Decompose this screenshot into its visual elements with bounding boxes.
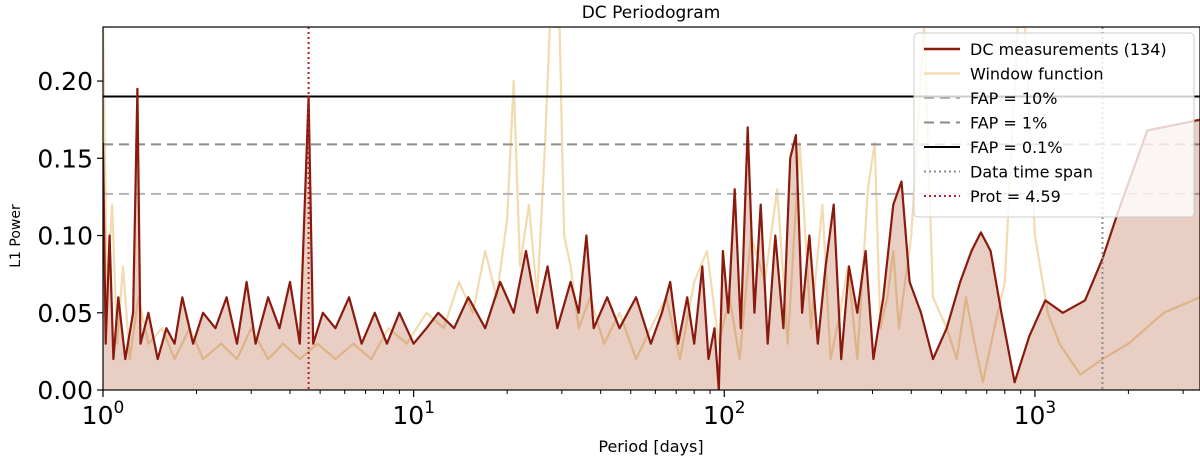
y-tick-label-1: 0.05 (37, 299, 93, 328)
legend-label-6: Prot = 4.59 (970, 187, 1061, 206)
dc-measurements-line (103, 87, 1200, 390)
legend-label-3: FAP = 1% (970, 114, 1047, 133)
legend-box (913, 32, 1195, 218)
y-tick-label-2: 0.10 (37, 222, 93, 251)
dc-measurements-fill (103, 88, 1200, 390)
y-tick-label-0: 0.00 (37, 376, 93, 405)
y-tick-label-4: 0.20 (37, 67, 93, 96)
x-axis-label: Period [days] (598, 437, 703, 456)
chart-title: DC Periodogram (582, 3, 721, 23)
legend-label-1: Window function (970, 65, 1104, 84)
plot-frame (102, 26, 1200, 391)
y-tick-label-3: 0.15 (37, 144, 93, 173)
x-tick-label-0: 100 (82, 398, 125, 430)
legend-label-0: DC measurements (134) (970, 40, 1167, 59)
legend: DC measurements (134) Window function FAP … (913, 32, 1195, 218)
axis-ticks: 0.00 0.05 0.10 0.15 0.20 100 101 102 103 (37, 67, 1184, 430)
x-tick-label-1: 101 (392, 398, 435, 430)
y-axis-label: L1 Power (8, 204, 24, 268)
plot-area (102, 26, 1200, 391)
legend-label-4: FAP = 0.1% (970, 138, 1063, 157)
window-function-line (103, 27, 1200, 384)
legend-label-2: FAP = 10% (970, 89, 1057, 108)
x-tick-label-2: 102 (703, 398, 746, 430)
x-tick-label-3: 103 (1014, 398, 1057, 430)
legend-label-5: Data time span (970, 163, 1093, 182)
